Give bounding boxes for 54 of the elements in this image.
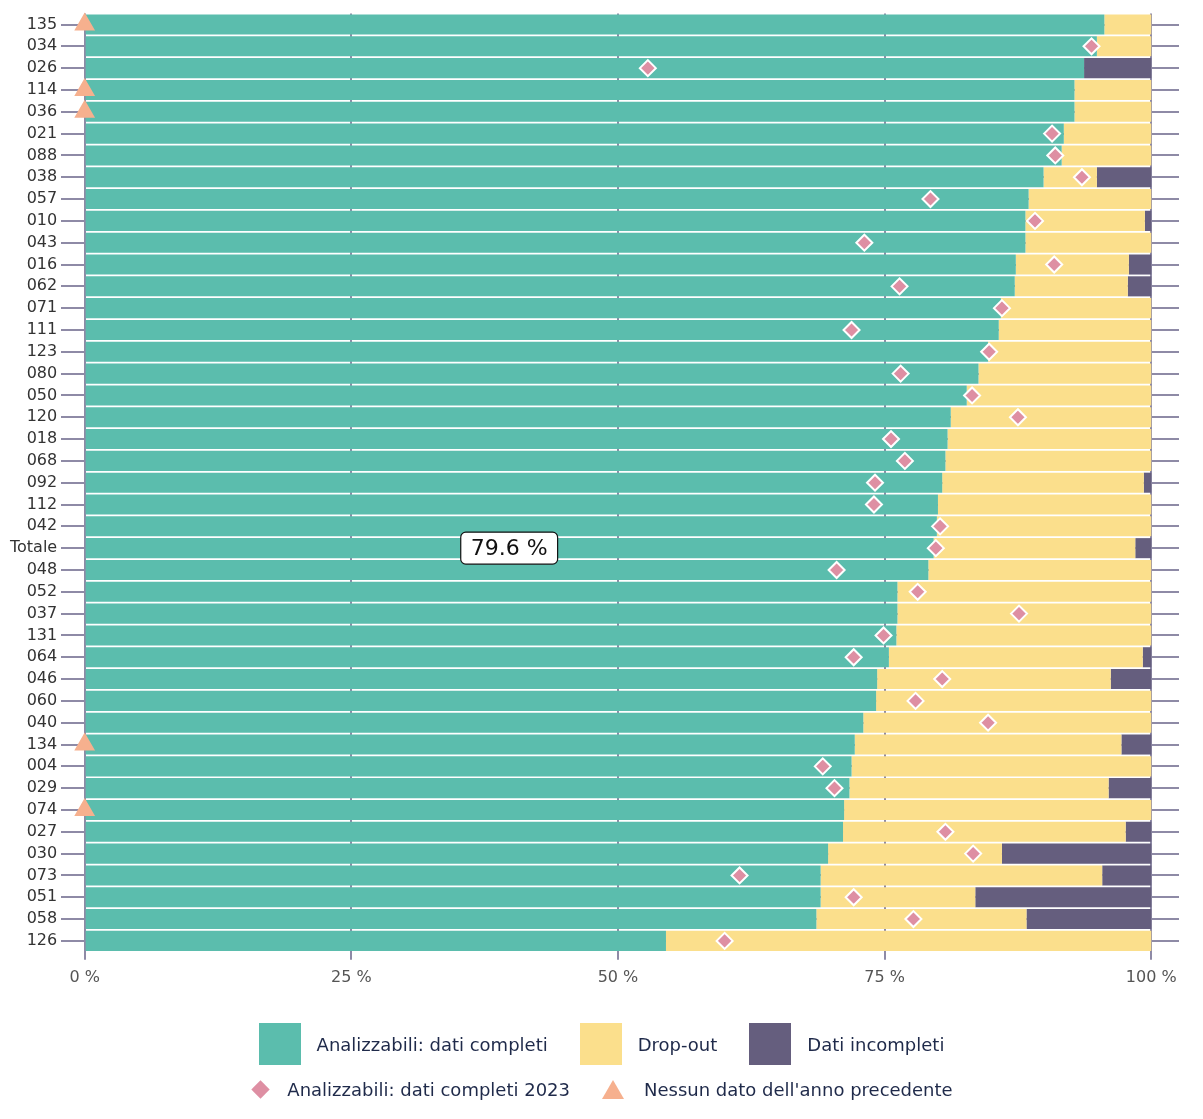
- legend-label: Analizzabili: dati completi: [316, 1033, 548, 1055]
- x-tick-label: 0 %: [69, 966, 100, 986]
- y-tick-label: 030: [26, 842, 58, 862]
- y-tick-label: 071: [26, 297, 58, 317]
- y-tick-label: 038: [26, 166, 58, 186]
- y-tick-label: 004: [26, 755, 58, 775]
- y-tick-label: 021: [26, 122, 58, 142]
- y-tick-label: 026: [26, 57, 58, 77]
- y-tick-label: 027: [26, 820, 58, 840]
- y-tick-label: 036: [26, 100, 58, 120]
- y-tick-label: 126: [26, 930, 58, 950]
- y-tick-label: 080: [26, 362, 58, 382]
- y-tick-label: 073: [26, 864, 58, 884]
- y-tick-label: 048: [26, 559, 58, 579]
- y-tick-label: 131: [26, 624, 58, 644]
- y-tick-label: 018: [26, 428, 58, 448]
- annotation: 79.6 %: [470, 534, 548, 560]
- y-tick-label: 134: [26, 733, 58, 753]
- y-tick-label: 112: [26, 493, 58, 513]
- y-tick-label: 057: [26, 188, 58, 208]
- legend-label: Dati incompleti: [807, 1033, 945, 1055]
- x-tick-label: 25 %: [331, 966, 372, 986]
- legend-label: Drop-out: [637, 1033, 718, 1055]
- y-tick-label: 040: [26, 711, 58, 731]
- x-tick-label: 75 %: [864, 966, 905, 986]
- y-tick-label: 042: [26, 515, 58, 535]
- y-tick-label: 123: [26, 340, 58, 360]
- y-tick-label: 043: [26, 231, 58, 251]
- y-tick-label: 111: [26, 319, 58, 339]
- y-tick-label: 120: [26, 406, 58, 426]
- y-tick-label: 068: [26, 450, 58, 470]
- y-tick-label: Totale: [8, 537, 58, 557]
- y-tick-label: 037: [26, 602, 58, 622]
- y-tick-label: 088: [26, 144, 58, 164]
- x-tick-label: 50 %: [597, 966, 639, 986]
- y-tick-label: 029: [26, 777, 58, 797]
- y-tick-label: 074: [26, 799, 58, 819]
- y-tick-label: 046: [26, 668, 58, 688]
- y-tick-label: 135: [26, 13, 58, 33]
- y-tick-label: 052: [26, 580, 58, 600]
- y-tick-label: 062: [26, 275, 58, 295]
- y-tick-label: 114: [26, 79, 58, 99]
- y-tick-label: 060: [26, 690, 58, 710]
- y-tick-label: 050: [26, 384, 58, 404]
- y-tick-label: 092: [26, 471, 58, 491]
- y-tick-label: 051: [26, 886, 58, 906]
- y-tick-label: 058: [26, 908, 58, 928]
- y-tick-label: 034: [26, 35, 58, 55]
- x-tick-label: 100 %: [1125, 966, 1177, 986]
- y-tick-label: 064: [26, 646, 58, 666]
- legend-label: Analizzabili: dati completi 2023: [287, 1079, 571, 1100]
- y-tick-label: 016: [26, 253, 58, 273]
- legend-label: Nessun dato dell'anno precedente: [644, 1079, 953, 1100]
- y-tick-label: 010: [26, 210, 58, 230]
